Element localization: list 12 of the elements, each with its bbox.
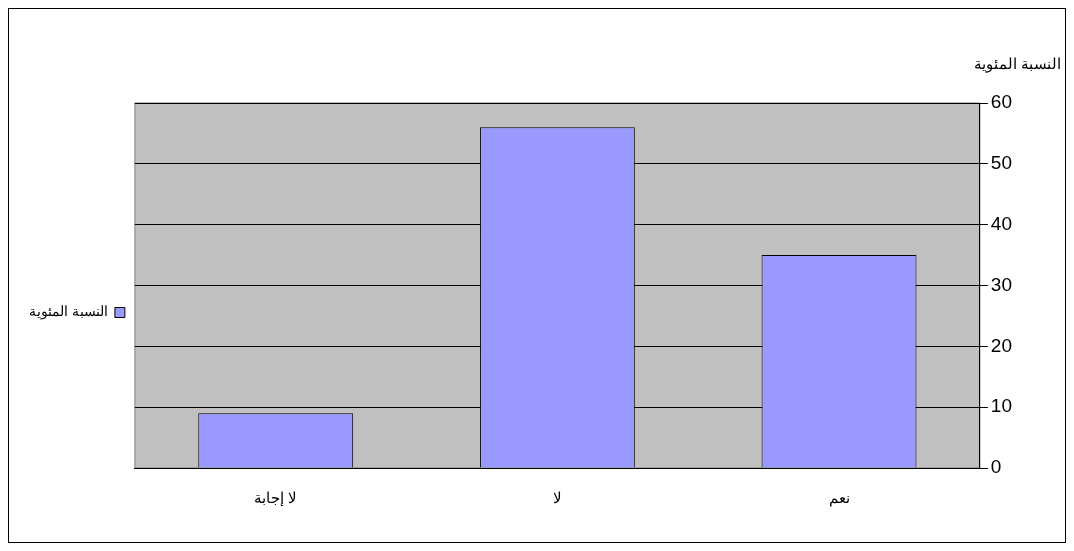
y-tick-label: 20 <box>990 334 1013 356</box>
y-tick-label: 30 <box>990 273 1013 295</box>
x-tick-label: نعم <box>828 489 850 508</box>
x-tick-label: لا إجابة <box>254 489 298 508</box>
y-tick-label: 50 <box>990 152 1013 174</box>
y-tick-label: 60 <box>990 91 1013 113</box>
x-tick-label: لا <box>552 489 562 507</box>
legend-label: النسبة المئوية <box>29 303 108 321</box>
y-axis-title: النسبة المئوية <box>973 55 1061 73</box>
y-tick-label: 40 <box>990 212 1013 234</box>
y-tick-label: 0 <box>990 456 1002 478</box>
y-tick-label: 10 <box>990 395 1013 417</box>
